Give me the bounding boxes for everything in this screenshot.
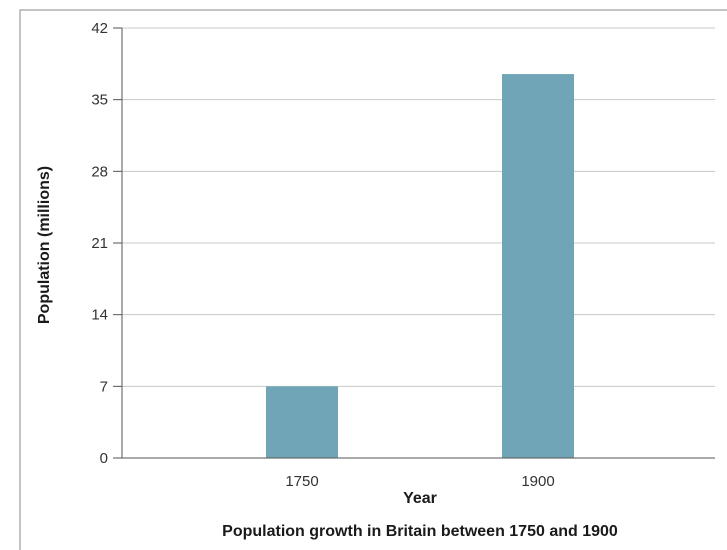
y-ticks: 0 7 14 21 28 35 42: [91, 20, 122, 467]
y-tick-label: 21: [91, 235, 108, 252]
chart-caption: Population growth in Britain between 175…: [222, 523, 618, 540]
y-tick-label: 7: [100, 378, 108, 395]
gridlines: [122, 27, 715, 387]
bars: [266, 74, 574, 459]
figure-frame: [19, 9, 727, 550]
y-axis-title: Population (millions): [36, 166, 53, 324]
bar-1750: [266, 386, 338, 458]
x-ticks: 1750 1900: [285, 473, 554, 490]
x-tick-label: 1750: [285, 473, 318, 490]
y-tick-label: 28: [91, 163, 108, 180]
bar-1900: [502, 74, 574, 459]
y-tick-label: 14: [91, 307, 108, 324]
y-tick-label: 35: [91, 92, 108, 109]
x-axis-title: Year: [403, 490, 437, 507]
y-tick-label: 0: [100, 450, 108, 467]
x-tick-label: 1900: [521, 473, 554, 490]
y-tick-label: 42: [91, 20, 108, 37]
